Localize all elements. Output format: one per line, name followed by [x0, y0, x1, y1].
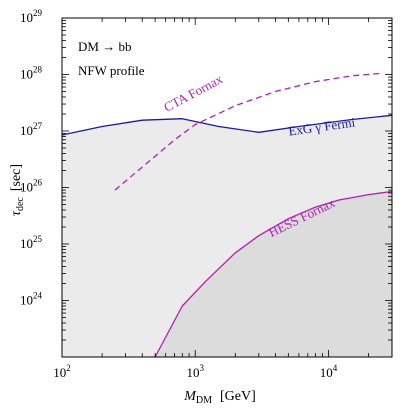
legend-text-block: DM → bb NFW profile [78, 39, 145, 78]
series-fill-1 [155, 191, 392, 357]
x-tick-label-1: 103 [186, 363, 204, 380]
x-axis-title-unit: [GeV] [220, 389, 256, 404]
legend-line-2: NFW profile [78, 63, 145, 78]
x-axis-title-sub: DM [196, 395, 212, 406]
y-axis-title-main: τ [9, 210, 24, 216]
chart-fills [62, 115, 392, 357]
chart-series [61, 72, 393, 358]
x-tick-label-2: 104 [320, 363, 338, 380]
y-tick-label-4: 1028 [20, 65, 43, 82]
series-line-0 [61, 114, 393, 136]
y-tick-label-5: 1029 [20, 8, 43, 25]
axis-tick-labels: 102 103 104 1024 1025 1026 1027 1028 1029 [20, 8, 338, 380]
y-tick-label-1: 1025 [20, 234, 43, 251]
series-line-1 [154, 190, 393, 358]
x-axis-title: MDM [GeV] [183, 389, 256, 406]
x-axis-title-main: M [183, 389, 197, 404]
y-axis-title-unit: [sec] [9, 164, 24, 191]
y-tick-label-3: 1027 [20, 121, 43, 138]
legend-line-1: DM → bb [78, 39, 131, 54]
y-axis-title-sub: dec [15, 197, 26, 211]
y-tick-label-0: 1024 [20, 291, 43, 308]
y-tick-label-2: 1026 [20, 178, 43, 195]
y-axis-title: τdec [sec] [9, 164, 26, 216]
x-tick-label-0: 102 [53, 363, 71, 380]
axis-ticks [61, 17, 393, 358]
